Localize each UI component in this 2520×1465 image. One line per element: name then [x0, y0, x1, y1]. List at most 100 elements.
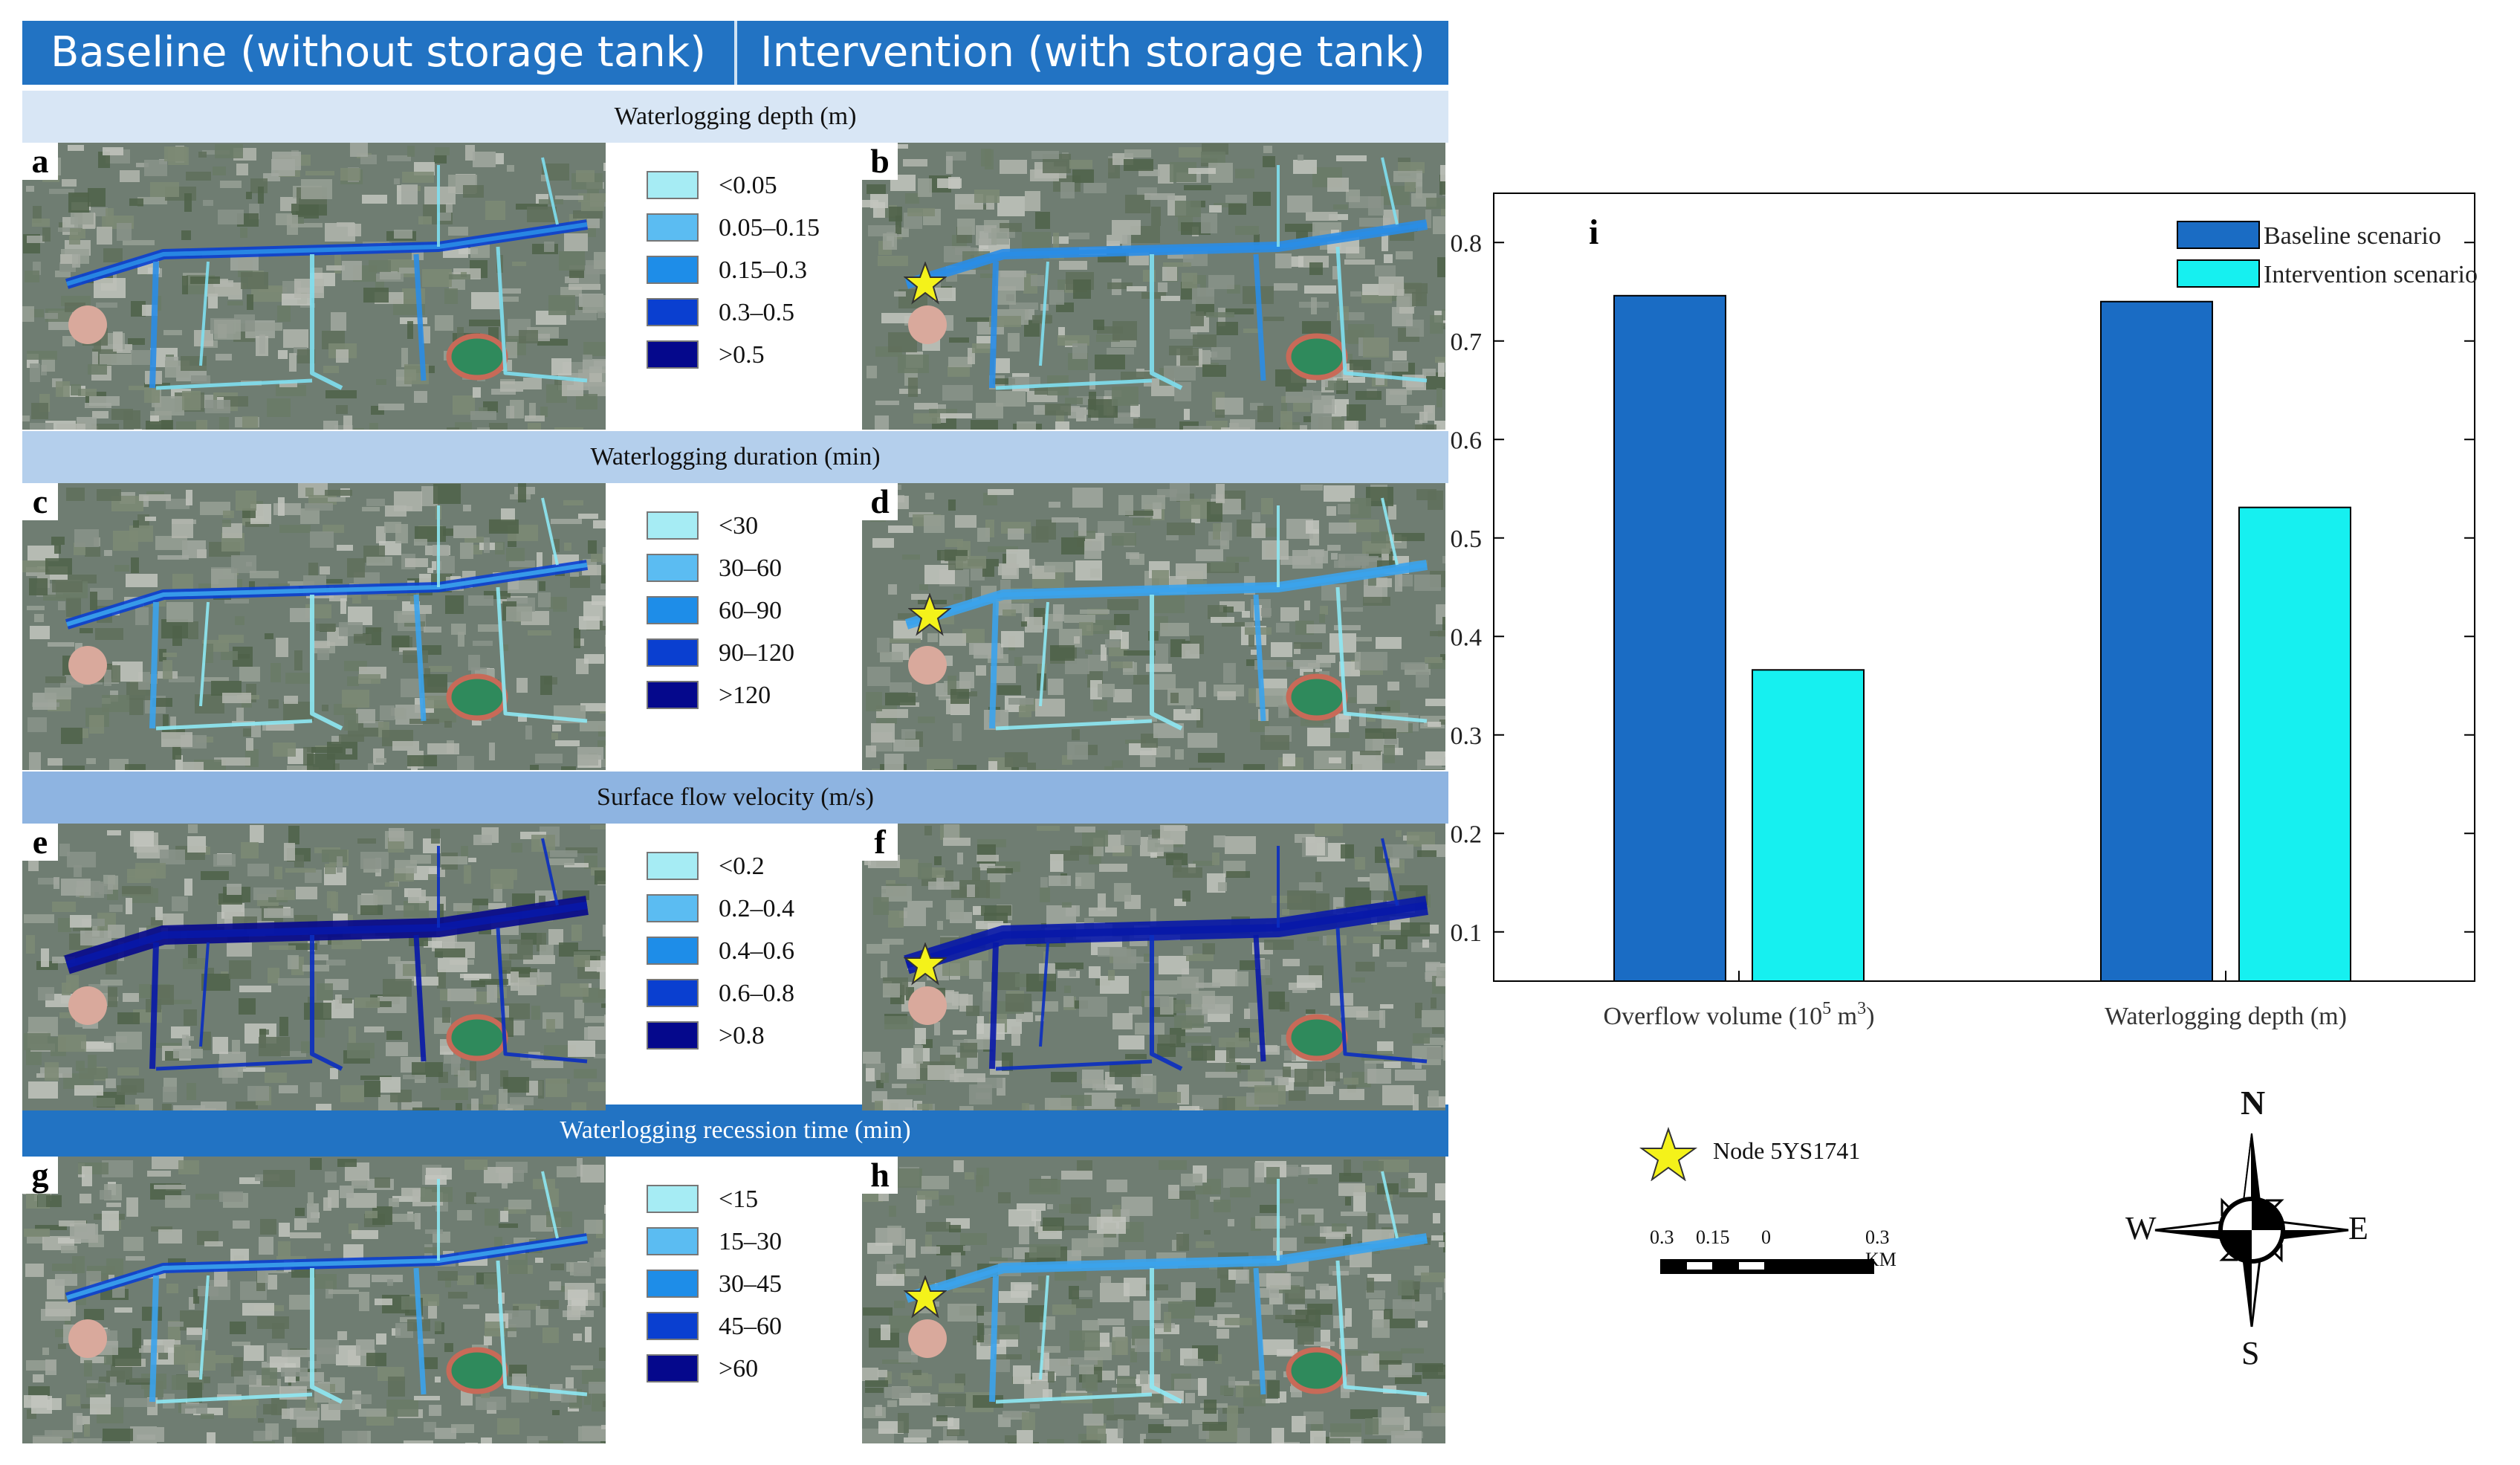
x-tick-label: Overflow volume (105 m3): [1604, 999, 1875, 1030]
panel-letter: h: [862, 1157, 898, 1194]
legend-label: 60–90: [719, 597, 782, 624]
legend-label: 0.05–0.15: [719, 214, 820, 242]
band-depth: Waterlogging depth (m): [22, 91, 1448, 143]
chart-legend-label: Baseline scenario: [2264, 222, 2441, 250]
map-panel-d: d: [862, 483, 1445, 770]
map-panel-a: a: [22, 143, 606, 430]
legend-label: <0.05: [719, 172, 777, 199]
legend-swatch: [647, 894, 699, 922]
node-star-icon: [1639, 1126, 1698, 1181]
legend-label: <15: [719, 1186, 759, 1213]
scale-bar-graphic: [1660, 1259, 1874, 1274]
x-tick-label: Waterlogging depth (m): [2105, 1003, 2347, 1030]
legend-swatch: [647, 937, 699, 965]
scale-label-2: 0: [1761, 1226, 1771, 1248]
panel-letter: d: [862, 483, 898, 520]
scale-label-1: 0.15: [1696, 1226, 1730, 1248]
legend-3: <15 15–30 30–45 45–60 >60: [628, 1157, 851, 1443]
y-tick-label: 0.4: [1451, 624, 1483, 651]
header-divider: [734, 21, 737, 85]
legend-1: <30 30–60 60–90 90–120 >120: [628, 483, 851, 770]
map-panel-f: f: [862, 824, 1445, 1110]
legend-swatch: [647, 1227, 699, 1255]
legend-label: 30–60: [719, 554, 782, 582]
band-recession: Waterlogging recession time (min): [22, 1105, 1448, 1157]
map-panel-h: h: [862, 1157, 1445, 1443]
bar-intervention: [2238, 506, 2351, 982]
node-star-icon: [908, 593, 951, 636]
band-velocity: Surface flow velocity (m/s): [22, 772, 1448, 824]
y-tick-label: 0.6: [1451, 427, 1483, 454]
y-tick-label: 0.5: [1451, 525, 1483, 553]
y-tick-label: 0.1: [1451, 919, 1483, 947]
legend-swatch-1: [2177, 259, 2260, 288]
legend-label: >60: [719, 1355, 759, 1382]
bar-baseline: [2100, 300, 2213, 982]
y-tick-label: 0.8: [1451, 230, 1483, 257]
legend-label: <0.2: [719, 853, 765, 880]
compass-w: W: [2125, 1210, 2157, 1246]
legend-label: 90–120: [719, 639, 794, 667]
legend-label: >0.8: [719, 1022, 765, 1050]
compass-s: S: [2241, 1335, 2260, 1371]
chart-panel-letter: i: [1589, 213, 1599, 252]
legend-swatch: [647, 1354, 699, 1382]
legend-label: 0.6–0.8: [719, 980, 794, 1007]
intervention-header: Intervention (with storage tank): [737, 21, 1448, 85]
scale-label-0: 0.3: [1650, 1226, 1674, 1248]
legend-swatch: [647, 852, 699, 880]
legend-swatch: [647, 1185, 699, 1213]
node-star-icon: [904, 1275, 947, 1319]
legend-label: 0.3–0.5: [719, 299, 794, 326]
legend-label: >0.5: [719, 341, 765, 369]
legend-label: 0.2–0.4: [719, 895, 794, 922]
legend-swatch: [647, 298, 699, 326]
compass-rose: N S E W: [2125, 1081, 2378, 1379]
legend-swatch: [647, 1312, 699, 1340]
scale-bar: 0.3 0.15 0 0.3 KM: [1650, 1226, 1902, 1293]
legend-swatch: [647, 1021, 699, 1050]
legend-swatch: [647, 596, 699, 624]
bar-intervention: [1752, 669, 1865, 982]
node-label: Node 5YS1741: [1713, 1137, 1861, 1164]
compass-n: N: [2241, 1084, 2266, 1122]
panel-letter: f: [862, 824, 898, 861]
panel-letter: g: [22, 1157, 58, 1194]
legend-label: 0.4–0.6: [719, 937, 794, 965]
band-duration: Waterlogging duration (min): [22, 431, 1448, 483]
bar-chart: 0.1 0.2 0.3 0.4 0.5 0.6 0.7 0.8 Overflow volume …: [1451, 193, 2478, 1030]
legend-label: 45–60: [719, 1313, 782, 1340]
panel-letter: b: [862, 143, 898, 180]
legend-2: <0.2 0.2–0.4 0.4–0.6 0.6–0.8 >0.8: [628, 824, 851, 1110]
legend-swatch: [647, 171, 699, 199]
legend-label: 15–30: [719, 1228, 782, 1255]
legend-swatch: [647, 340, 699, 369]
bar-baseline: [1613, 294, 1726, 983]
legend-swatch: [647, 979, 699, 1007]
panel-letter: a: [22, 143, 58, 180]
y-tick-label: 0.3: [1451, 722, 1483, 750]
legend-label: >120: [719, 682, 771, 709]
baseline-header: Baseline (without storage tank): [22, 21, 734, 85]
legend-label: 0.15–0.3: [719, 256, 807, 284]
legend-swatch: [647, 256, 699, 284]
node-star-icon: [904, 262, 947, 305]
legend-swatch: [647, 213, 699, 242]
y-tick-label: 0.2: [1451, 821, 1483, 848]
legend-label: <30: [719, 512, 759, 540]
legend-swatch: [647, 638, 699, 667]
legend-swatch: [647, 681, 699, 709]
chart-legend-label: Intervention scenario: [2264, 261, 2478, 288]
legend-0: <0.05 0.05–0.15 0.15–0.3 0.3–0.5 >0.5: [628, 143, 851, 430]
panel-letter: c: [22, 483, 58, 520]
legend-swatch: [647, 1270, 699, 1298]
panel-letter: e: [22, 824, 58, 861]
map-panel-b: b: [862, 143, 1445, 430]
compass-icon: [2154, 1133, 2349, 1327]
node-star-icon: [904, 942, 947, 986]
map-panel-g: g: [22, 1157, 606, 1443]
map-panel-c: c: [22, 483, 606, 770]
y-tick-label: 0.7: [1451, 329, 1483, 356]
legend-swatch: [647, 511, 699, 540]
map-panel-e: e: [22, 824, 606, 1110]
